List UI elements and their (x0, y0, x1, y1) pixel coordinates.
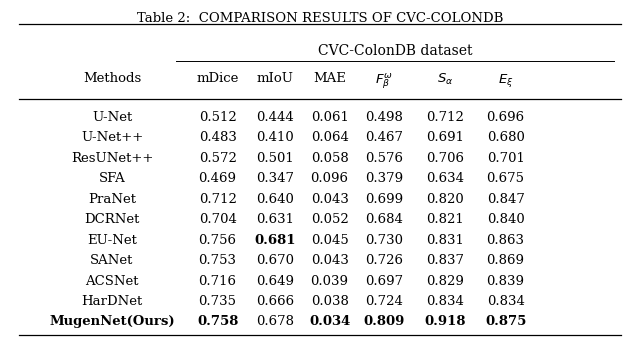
Text: 0.684: 0.684 (365, 213, 403, 226)
Text: 0.483: 0.483 (198, 131, 237, 144)
Text: 0.670: 0.670 (256, 254, 294, 267)
Text: 0.839: 0.839 (486, 275, 525, 287)
Text: MugenNet(Ours): MugenNet(Ours) (49, 315, 175, 328)
Text: 0.758: 0.758 (197, 315, 238, 328)
Text: 0.052: 0.052 (311, 213, 348, 226)
Text: 0.634: 0.634 (426, 172, 464, 185)
Text: 0.675: 0.675 (486, 172, 525, 185)
Text: 0.809: 0.809 (364, 315, 404, 328)
Text: 0.869: 0.869 (486, 254, 525, 267)
Text: 0.706: 0.706 (426, 152, 464, 165)
Text: ResUNet++: ResUNet++ (71, 152, 153, 165)
Text: 0.730: 0.730 (365, 234, 403, 247)
Text: U-Net: U-Net (92, 111, 132, 124)
Text: $S_{\alpha}$: $S_{\alpha}$ (436, 72, 453, 87)
Text: 0.724: 0.724 (365, 295, 403, 308)
Text: 0.701: 0.701 (486, 152, 525, 165)
Text: 0.043: 0.043 (310, 254, 349, 267)
Text: 0.410: 0.410 (257, 131, 294, 144)
Text: Table 2:  COMPARISON RESULTS OF CVC-COLONDB: Table 2: COMPARISON RESULTS OF CVC-COLON… (137, 12, 503, 25)
Text: 0.696: 0.696 (486, 111, 525, 124)
Text: 0.699: 0.699 (365, 193, 403, 206)
Text: 0.467: 0.467 (365, 131, 403, 144)
Text: 0.039: 0.039 (310, 275, 349, 287)
Text: 0.726: 0.726 (365, 254, 403, 267)
Text: 0.847: 0.847 (486, 193, 525, 206)
Text: 0.820: 0.820 (426, 193, 463, 206)
Text: 0.038: 0.038 (310, 295, 349, 308)
Text: 0.678: 0.678 (256, 315, 294, 328)
Text: 0.712: 0.712 (198, 193, 237, 206)
Text: 0.498: 0.498 (365, 111, 403, 124)
Text: 0.863: 0.863 (486, 234, 525, 247)
Text: 0.704: 0.704 (198, 213, 237, 226)
Text: EU-Net: EU-Net (87, 234, 137, 247)
Text: 0.831: 0.831 (426, 234, 464, 247)
Text: SFA: SFA (99, 172, 125, 185)
Text: mIoU: mIoU (257, 72, 294, 85)
Text: 0.096: 0.096 (310, 172, 349, 185)
Text: 0.043: 0.043 (310, 193, 349, 206)
Text: $E_{\xi}$: $E_{\xi}$ (498, 72, 513, 89)
Text: HarDNet: HarDNet (81, 295, 143, 308)
Text: PraNet: PraNet (88, 193, 136, 206)
Text: 0.379: 0.379 (365, 172, 403, 185)
Text: 0.576: 0.576 (365, 152, 403, 165)
Text: DCRNet: DCRNet (84, 213, 140, 226)
Text: 0.666: 0.666 (256, 295, 294, 308)
Text: 0.918: 0.918 (424, 315, 465, 328)
Text: 0.691: 0.691 (426, 131, 464, 144)
Text: 0.834: 0.834 (426, 295, 464, 308)
Text: 0.444: 0.444 (257, 111, 294, 124)
Text: 0.064: 0.064 (310, 131, 349, 144)
Text: 0.045: 0.045 (311, 234, 348, 247)
Text: 0.469: 0.469 (198, 172, 237, 185)
Text: 0.837: 0.837 (426, 254, 464, 267)
Text: 0.829: 0.829 (426, 275, 464, 287)
Text: 0.735: 0.735 (198, 295, 237, 308)
Text: 0.753: 0.753 (198, 254, 237, 267)
Text: Methods: Methods (83, 72, 141, 85)
Text: 0.061: 0.061 (310, 111, 349, 124)
Text: 0.716: 0.716 (198, 275, 237, 287)
Text: ACSNet: ACSNet (85, 275, 139, 287)
Text: 0.681: 0.681 (255, 234, 296, 247)
Text: 0.834: 0.834 (486, 295, 525, 308)
Text: 0.034: 0.034 (309, 315, 350, 328)
Text: $F_{\beta}^{\omega}$: $F_{\beta}^{\omega}$ (375, 72, 393, 91)
Text: 0.347: 0.347 (256, 172, 294, 185)
Text: CVC-ColonDB dataset: CVC-ColonDB dataset (318, 44, 472, 58)
Text: 0.501: 0.501 (257, 152, 294, 165)
Text: 0.875: 0.875 (485, 315, 526, 328)
Text: U-Net++: U-Net++ (81, 131, 143, 144)
Text: 0.058: 0.058 (311, 152, 348, 165)
Text: 0.697: 0.697 (365, 275, 403, 287)
Text: 0.640: 0.640 (256, 193, 294, 206)
Text: 0.840: 0.840 (487, 213, 524, 226)
Text: 0.512: 0.512 (199, 111, 236, 124)
Text: 0.649: 0.649 (256, 275, 294, 287)
Text: 0.756: 0.756 (198, 234, 237, 247)
Text: 0.712: 0.712 (426, 111, 464, 124)
Text: mDice: mDice (196, 72, 239, 85)
Text: MAE: MAE (313, 72, 346, 85)
Text: SANet: SANet (90, 254, 134, 267)
Text: 0.821: 0.821 (426, 213, 463, 226)
Text: 0.680: 0.680 (486, 131, 525, 144)
Text: 0.631: 0.631 (256, 213, 294, 226)
Text: 0.572: 0.572 (198, 152, 237, 165)
